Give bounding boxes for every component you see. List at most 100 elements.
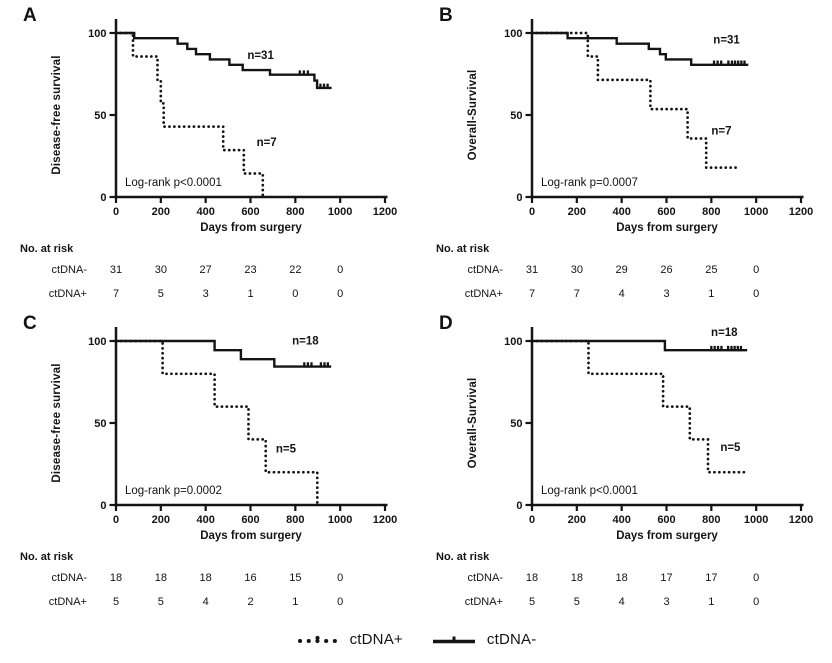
n-label: n=7: [711, 126, 731, 138]
risk-value: 18: [110, 572, 122, 584]
svg-text:50: 50: [510, 418, 522, 430]
risk-row-label: ctDNA+: [49, 288, 87, 300]
svg-text:1000: 1000: [744, 206, 768, 218]
risk-value: 7: [113, 288, 119, 300]
censor-ticks: [710, 345, 743, 352]
svg-text:0: 0: [516, 192, 522, 204]
risk-table-header: No. at risk: [436, 243, 490, 255]
km-curve-ctdna-neg: [532, 31, 749, 66]
n-label: n=5: [720, 442, 741, 454]
km-curve-ctdna-pos: [530, 339, 746, 474]
risk-value: 15: [289, 572, 301, 584]
panel-c-letter: C: [23, 313, 37, 334]
risk-value: 0: [337, 264, 343, 276]
svg-text:800: 800: [702, 206, 720, 218]
risk-value: 0: [292, 288, 298, 300]
solid-line-icon: [432, 636, 475, 643]
tick-labels: 0 200 400 600 800 1000 1200 0 50 100: [504, 336, 813, 526]
risk-value: 23: [244, 264, 256, 276]
svg-text:1200: 1200: [789, 206, 813, 218]
tick-labels: 0 200 400 600 800 1000 1200 0 50 100: [88, 336, 397, 526]
svg-text:0: 0: [529, 514, 535, 526]
svg-text:200: 200: [152, 206, 170, 218]
svg-text:100: 100: [504, 336, 522, 348]
svg-text:400: 400: [612, 514, 630, 526]
risk-row-label: ctDNA+: [465, 288, 503, 300]
svg-text:100: 100: [88, 336, 106, 348]
svg-text:200: 200: [568, 514, 586, 526]
risk-value: 26: [660, 264, 672, 276]
risk-value: 18: [616, 572, 628, 584]
risk-value: 31: [526, 264, 538, 276]
n-label: n=18: [292, 335, 319, 347]
svg-text:0: 0: [113, 206, 119, 218]
risk-value: 16: [244, 572, 256, 584]
risk-value: 18: [526, 572, 538, 584]
svg-text:100: 100: [88, 28, 106, 40]
km-curve-ctdna-neg: [116, 31, 332, 90]
risk-value: 7: [529, 288, 535, 300]
risk-value: 1: [708, 288, 714, 300]
panel-d-x-axis-label: Days from surgery: [616, 530, 718, 542]
risk-value: 22: [289, 264, 301, 276]
risk-table-header: No. at risk: [436, 551, 490, 563]
km-curve-ctdna-neg: [116, 339, 332, 368]
risk-value: 17: [660, 572, 672, 584]
risk-value: 0: [753, 596, 759, 608]
risk-value: 5: [529, 596, 535, 608]
risk-value: 0: [753, 572, 759, 584]
svg-text:100: 100: [504, 28, 522, 40]
n-label: n=31: [713, 35, 740, 47]
risk-table-header: No. at risk: [20, 243, 74, 255]
risk-table-header: No. at risk: [20, 551, 74, 563]
panel-c-logrank-annotation: Log-rank p=0.0002: [125, 485, 222, 497]
risk-row-label: ctDNA+: [49, 596, 87, 608]
risk-value: 5: [113, 596, 119, 608]
panel-a-letter: A: [23, 5, 37, 26]
panel-d: D Overall-Survival Days from surgery Log…: [416, 308, 832, 616]
risk-value: 0: [337, 572, 343, 584]
risk-value: 31: [110, 264, 122, 276]
legend-label-ctdna-plus: ctDNA+: [349, 631, 403, 648]
svg-text:1000: 1000: [328, 514, 352, 526]
risk-value: 1: [292, 596, 298, 608]
legend-item-ctdna-minus: ctDNA-: [431, 631, 537, 648]
figure-legend: ctDNA+ ctDNA-: [0, 616, 832, 663]
risk-value: 18: [200, 572, 212, 584]
panel-d-letter: D: [439, 313, 453, 334]
risk-row-label: ctDNA-: [468, 264, 504, 276]
svg-text:0: 0: [113, 514, 119, 526]
risk-row-label: ctDNA-: [52, 264, 88, 276]
n-label: n=5: [276, 444, 297, 456]
svg-text:0: 0: [100, 192, 106, 204]
risk-value: 18: [155, 572, 167, 584]
risk-value: 4: [203, 596, 209, 608]
panel-d-logrank-annotation: Log-rank p<0.0001: [541, 485, 638, 497]
dotted-line-icon: [297, 635, 338, 643]
risk-value: 0: [337, 288, 343, 300]
svg-text:0: 0: [529, 206, 535, 218]
risk-value: 5: [574, 596, 580, 608]
axes: [109, 19, 388, 203]
risk-value: 0: [753, 264, 759, 276]
svg-text:50: 50: [510, 110, 522, 122]
panel-a: A Disease-free survival Days from surger…: [0, 0, 416, 308]
panel-grid: A Disease-free survival Days from surger…: [0, 0, 832, 616]
svg-text:400: 400: [196, 514, 214, 526]
risk-value: 0: [337, 596, 343, 608]
risk-row-label: ctDNA-: [468, 572, 504, 584]
risk-value: 3: [663, 596, 669, 608]
svg-text:600: 600: [241, 206, 259, 218]
risk-value: 5: [158, 596, 164, 608]
panel-b-letter: B: [439, 5, 453, 26]
n-label: n=31: [247, 50, 274, 62]
risk-value: 4: [619, 596, 625, 608]
svg-text:400: 400: [612, 206, 630, 218]
risk-value: 3: [203, 288, 209, 300]
